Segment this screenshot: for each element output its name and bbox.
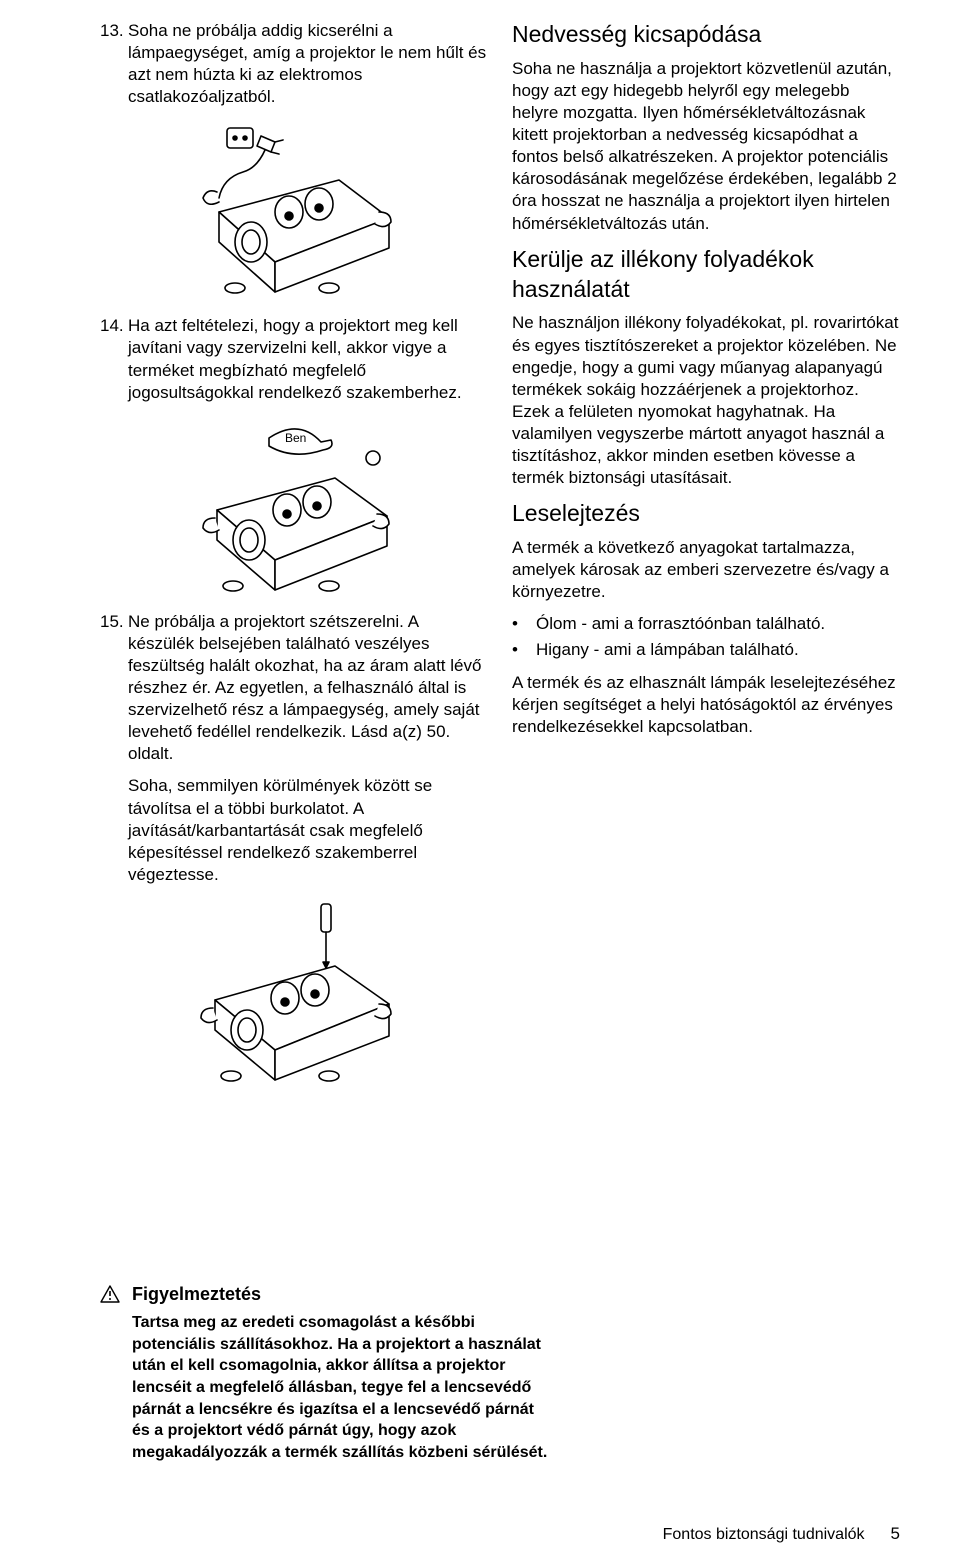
warning-block: Figyelmeztetés Tartsa meg az eredeti cso… (100, 1283, 900, 1464)
heading-disposal: Leselejtezés (512, 499, 900, 529)
heading-volatile: Kerülje az illékony folyadékok használat… (512, 245, 900, 305)
bullet-dot: • (512, 639, 536, 661)
right-column: Nedvesség kicsapódása Soha ne használja … (512, 20, 900, 1103)
warning-body: Tartsa meg az eredeti csomagolást a késő… (132, 1312, 552, 1463)
warning-content: Figyelmeztetés Tartsa meg az eredeti cso… (132, 1283, 552, 1464)
disposal-outro: A termék és az elhasznált lámpák leselej… (512, 672, 900, 738)
svg-text:Ben: Ben (285, 431, 306, 445)
illustration-screwdriver (100, 900, 488, 1085)
item-14-text: Ha azt feltételezi, hogy a projektort me… (128, 315, 488, 403)
left-column: 13. Soha ne próbálja addig kicserélni a … (100, 20, 488, 1103)
footer-section: Fontos biztonsági tudnivalók (663, 1525, 865, 1546)
warning-title: Figyelmeztetés (132, 1283, 552, 1306)
disposal-bullets: • Ólom - ami a forrasztóónban található.… (512, 613, 900, 661)
item-13-text: Soha ne próbálja addig kicserélni a lámp… (128, 20, 488, 108)
illustration-technician: Ben (100, 418, 488, 593)
disposal-intro: A termék a következő anyagokat tartalmaz… (512, 537, 900, 603)
item-15-para2: Soha, semmilyen körülmények között se tá… (128, 775, 488, 885)
item-15-page-link[interactable]: 50 (427, 722, 446, 741)
bullet-mercury-text: Higany - ami a lámpában található. (536, 639, 799, 661)
illustration-unplug (100, 122, 488, 297)
item-13: 13. Soha ne próbálja addig kicserélni a … (100, 20, 488, 108)
item-14: 14. Ha azt feltételezi, hogy a projektor… (100, 315, 488, 403)
warning-icon (100, 1283, 122, 1309)
bullet-mercury: • Higany - ami a lámpában található. (512, 639, 900, 661)
item-15-body: Ne próbálja a projektort szétszerelni. A… (128, 611, 488, 766)
item-15-number: 15. (100, 611, 128, 766)
footer-page-number: 5 (891, 1523, 900, 1545)
bullet-lead-text: Ólom - ami a forrasztóónban található. (536, 613, 825, 635)
page-footer: Fontos biztonsági tudnivalók 5 (100, 1523, 900, 1546)
main-columns: 13. Soha ne próbálja addig kicserélni a … (100, 20, 900, 1103)
heading-moisture: Nedvesség kicsapódása (512, 20, 900, 50)
bullet-lead: • Ólom - ami a forrasztóónban található. (512, 613, 900, 635)
moisture-body: Soha ne használja a projektort közvetlen… (512, 58, 900, 235)
item-14-number: 14. (100, 315, 128, 403)
volatile-body: Ne használjon illékony folyadékokat, pl.… (512, 312, 900, 489)
item-15: 15. Ne próbálja a projektort szétszereln… (100, 611, 488, 766)
bullet-dot: • (512, 613, 536, 635)
item-13-number: 13. (100, 20, 128, 108)
